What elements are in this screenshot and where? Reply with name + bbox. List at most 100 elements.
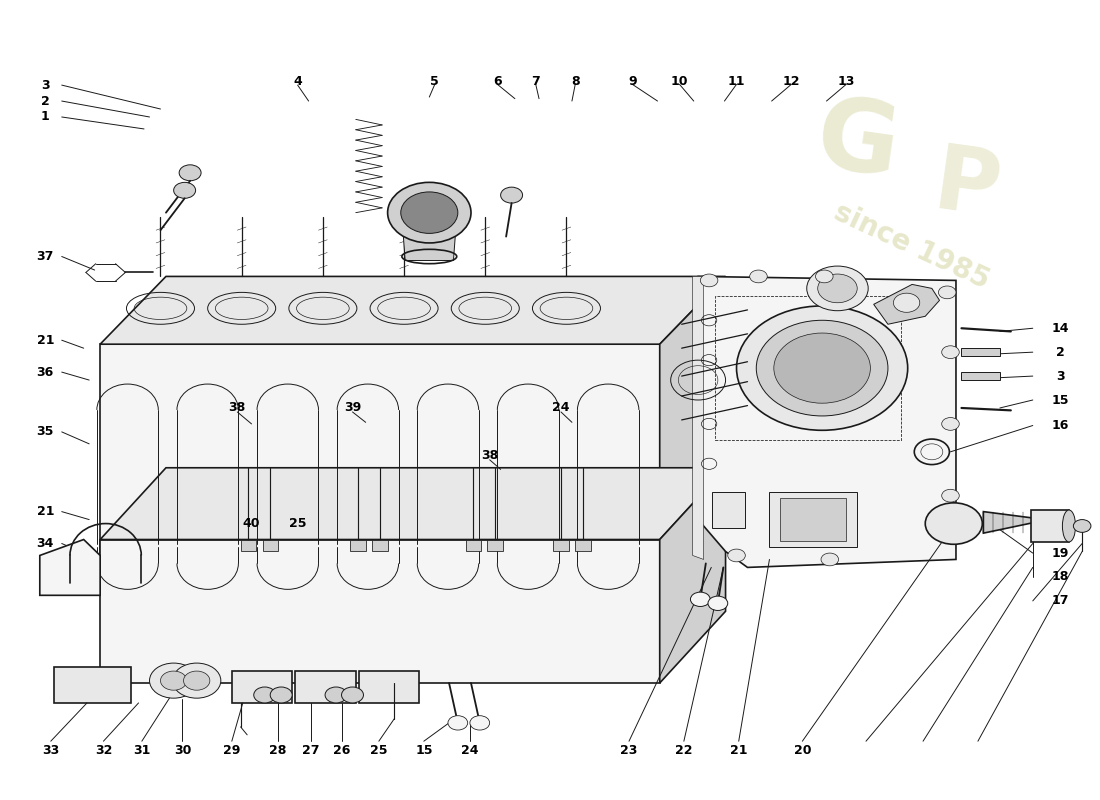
Text: 21: 21 [36,334,54,346]
Circle shape [179,165,201,181]
Text: 38: 38 [229,402,246,414]
Text: 24: 24 [461,744,478,758]
Bar [372,539,387,551]
Circle shape [773,333,870,403]
Text: 7: 7 [531,74,540,88]
Text: 18: 18 [1052,570,1069,583]
Circle shape [691,592,711,606]
Polygon shape [54,667,131,703]
Text: P: P [928,139,1005,236]
Text: 40: 40 [243,517,261,530]
Text: 9: 9 [628,74,637,88]
Circle shape [400,192,458,234]
Circle shape [173,663,221,698]
Bar [575,539,591,551]
Text: 29: 29 [223,744,241,758]
Circle shape [1074,519,1091,532]
Circle shape [942,490,959,502]
Circle shape [161,671,187,690]
Circle shape [500,187,522,203]
Circle shape [448,716,468,730]
Bar [780,498,846,541]
Bar [487,539,503,551]
Text: 33: 33 [42,744,59,758]
Text: 14: 14 [1052,322,1069,334]
Polygon shape [660,468,726,683]
Bar [553,539,569,551]
Polygon shape [873,285,939,324]
Text: 3: 3 [1056,370,1065,382]
Text: 6: 6 [493,74,502,88]
Text: 10: 10 [671,74,689,88]
Bar [465,539,481,551]
Circle shape [326,687,346,703]
Bar [241,539,256,551]
Circle shape [757,320,888,416]
Text: 22: 22 [675,744,693,758]
Text: G: G [810,90,904,198]
Text: 25: 25 [289,517,307,530]
Circle shape [815,270,833,283]
Polygon shape [232,671,293,703]
Bar [961,372,1000,380]
Text: 2: 2 [1056,346,1065,358]
Polygon shape [296,671,355,703]
Polygon shape [359,671,419,703]
Text: 21: 21 [36,505,54,518]
Bar [715,296,901,440]
Polygon shape [100,277,726,344]
Text: 31: 31 [133,744,151,758]
Text: 26: 26 [333,744,350,758]
Text: 37: 37 [36,250,54,263]
Ellipse shape [1063,510,1076,542]
Text: 15: 15 [415,744,432,758]
Polygon shape [100,468,726,539]
Polygon shape [983,512,1033,533]
Text: 38: 38 [481,450,498,462]
Text: 11: 11 [728,74,746,88]
Circle shape [174,182,196,198]
Text: 4: 4 [294,74,302,88]
Circle shape [341,687,363,703]
Bar [769,492,857,547]
Bar [263,539,278,551]
Text: 8: 8 [571,74,580,88]
Text: 32: 32 [95,744,112,758]
Text: 25: 25 [370,744,387,758]
Circle shape [942,346,959,358]
Circle shape [938,286,956,298]
Polygon shape [402,217,456,261]
Bar [350,539,365,551]
Bar [961,348,1000,356]
Circle shape [750,270,768,283]
Text: a passion for parts since 1985: a passion for parts since 1985 [396,598,678,675]
Text: 12: 12 [782,74,800,88]
Polygon shape [660,277,726,559]
Circle shape [184,671,210,690]
Text: 5: 5 [430,74,439,88]
Text: 24: 24 [552,402,570,414]
Bar [713,492,746,527]
Text: 1: 1 [41,110,50,123]
Circle shape [821,553,838,566]
Text: 30: 30 [174,744,191,758]
Text: 39: 39 [344,402,361,414]
Text: since 1985: since 1985 [829,198,994,294]
Text: 19: 19 [1052,546,1069,559]
Polygon shape [698,277,956,567]
Circle shape [737,306,907,430]
Text: 36: 36 [36,366,54,378]
Circle shape [925,503,982,544]
Circle shape [728,549,746,562]
Text: 13: 13 [837,74,855,88]
Polygon shape [100,539,660,683]
Circle shape [150,663,198,698]
Text: 27: 27 [302,744,320,758]
Text: 15: 15 [1052,394,1069,406]
Text: 28: 28 [270,744,287,758]
Polygon shape [40,539,100,595]
Text: 23: 23 [620,744,638,758]
Polygon shape [693,277,704,559]
Circle shape [942,418,959,430]
Circle shape [893,293,920,312]
